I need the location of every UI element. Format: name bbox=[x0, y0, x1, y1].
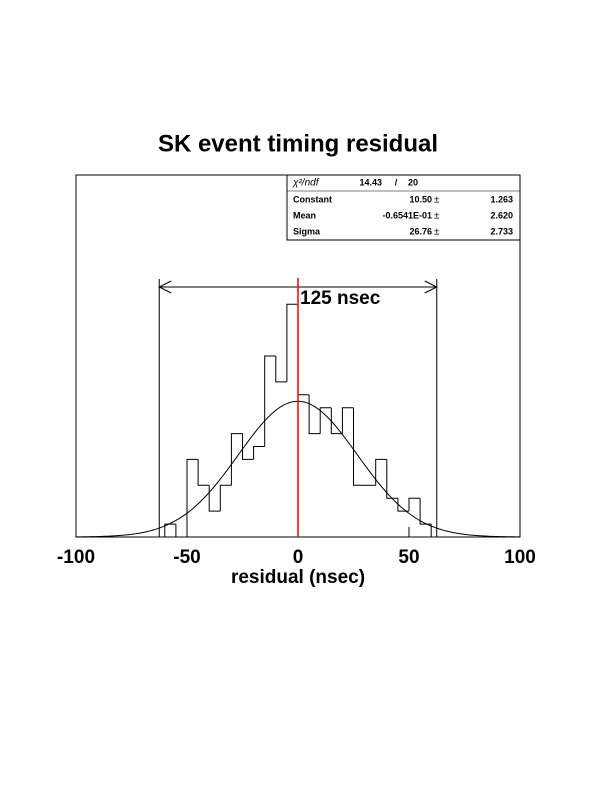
stats-chi2-label: χ²/ndf bbox=[292, 178, 320, 189]
arrow-head bbox=[424, 280, 438, 294]
histogram-bin bbox=[353, 407, 365, 486]
stats-error: 2.733 bbox=[490, 226, 513, 236]
histogram-bin bbox=[264, 355, 276, 447]
stats-sep-text: / bbox=[395, 177, 398, 187]
stats-value: 10.50 bbox=[409, 194, 432, 204]
stats-pm: ± bbox=[434, 227, 440, 238]
x-tick-label: 50 bbox=[398, 547, 419, 568]
stats-value: -0.6541E-01 bbox=[382, 210, 432, 220]
arrow-head bbox=[158, 280, 172, 294]
histogram-bin bbox=[330, 407, 343, 435]
histogram-bin bbox=[186, 458, 199, 537]
stats-name: Mean bbox=[293, 210, 316, 220]
stats-pm: ± bbox=[434, 211, 440, 222]
histogram-bin bbox=[408, 497, 421, 512]
stats-box bbox=[286, 174, 521, 241]
stats-error: 1.263 bbox=[490, 194, 513, 204]
stats-ndf: 20 bbox=[408, 177, 418, 187]
chart-title: SK event timing residual bbox=[158, 130, 438, 157]
x-tick-label: -50 bbox=[173, 547, 200, 568]
histogram-bin bbox=[286, 303, 298, 382]
span-label: 125 nsec bbox=[300, 288, 381, 309]
stats-error: 2.620 bbox=[490, 210, 513, 220]
histogram-bin bbox=[341, 407, 354, 434]
histogram-bin bbox=[319, 407, 332, 434]
x-tick-label: -100 bbox=[57, 547, 95, 568]
histogram-bin bbox=[208, 485, 221, 512]
histogram-bin bbox=[386, 459, 398, 499]
histogram-bin bbox=[375, 458, 387, 486]
histogram-bin bbox=[197, 459, 210, 486]
stats-name: Constant bbox=[293, 194, 332, 204]
x-tick-label: 0 bbox=[293, 547, 304, 568]
stats-value: 26.76 bbox=[409, 226, 432, 236]
histogram-bin bbox=[430, 524, 443, 538]
histogram-bin bbox=[308, 394, 321, 435]
x-axis-label: residual (nsec) bbox=[231, 567, 365, 588]
x-tick-label: 100 bbox=[504, 547, 536, 568]
stats-chi2: 14.43 bbox=[359, 177, 382, 187]
histogram-bin bbox=[230, 433, 243, 486]
histogram-bin bbox=[219, 484, 232, 512]
histogram-bin bbox=[242, 433, 254, 460]
stats-name: Sigma bbox=[293, 226, 321, 236]
histogram-bin bbox=[253, 446, 265, 460]
histogram-bin bbox=[175, 524, 187, 538]
stats-pm: ± bbox=[434, 195, 440, 206]
histogram-bin bbox=[275, 356, 287, 383]
histogram-bin bbox=[164, 523, 176, 537]
